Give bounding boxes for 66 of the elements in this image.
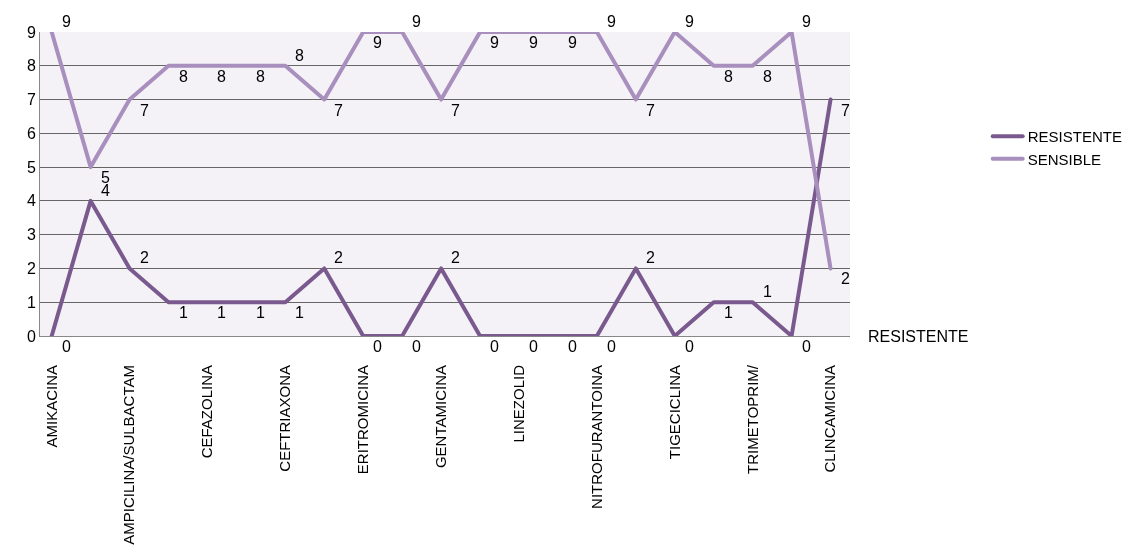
y-tick-label: 4 [26,192,36,210]
text: RESISTENTE [868,328,969,345]
data-label: 9 [802,13,811,30]
data-label: 2 [841,270,850,287]
data-label: 9 [373,34,382,51]
data-label: 9 [685,13,694,30]
data-label: 7 [451,102,460,119]
y-tick-label: 1 [26,293,36,311]
data-label: 0 [373,338,382,355]
data-label: 2 [451,249,460,266]
y-tick-label: 7 [26,91,36,109]
data-label: 1 [179,304,188,321]
data-label: 0 [685,338,694,355]
legend-label: SENSIBLE [1027,150,1102,168]
data-label: 9 [607,13,616,30]
x-tick-label: NITROFURANTOINA [587,365,605,509]
data-label: 7 [646,102,655,119]
y-tick-label: 6 [26,124,36,142]
data-label: 8 [763,68,772,85]
x-tick-label: ERITROMICINA [354,365,372,475]
x-tick-label: AMPICILINA/SULBACTAM [120,365,138,545]
x-tick-label: TIGECICLINA [665,365,683,460]
data-label: 2 [140,249,149,266]
data-label: 9 [529,34,538,51]
data-label: 7 [841,102,850,119]
data-label: 2 [646,249,655,266]
data-label: 8 [724,68,733,85]
data-label: 7 [334,102,343,119]
data-label: 1 [256,304,265,321]
data-label: 0 [802,338,811,355]
data-label: 0 [62,338,71,355]
data-label: 0 [529,338,538,355]
x-tick-label: CLINCAMICINA [821,365,839,473]
data-label: 9 [568,34,577,51]
data-label: 2 [334,249,343,266]
data-label: 1 [724,304,733,321]
y-tick-label: 2 [26,260,36,278]
y-tick-label: 8 [26,57,36,75]
x-tick-label: TRIMETOPRIM/ [743,364,761,474]
data-label: 7 [140,102,149,119]
data-label: 8 [256,68,265,85]
data-label: 1 [763,283,772,300]
x-tick-label: CEFTRIAXONA [276,365,294,472]
data-label: 9 [490,34,499,51]
x-tick-label: LINEZOLID [509,364,527,443]
x-tick-label: GENTAMICINA [431,365,449,469]
y-tick-label: 3 [26,226,36,244]
data-label: 9 [412,13,421,30]
y-tick-label: 5 [26,158,36,176]
data-label: 8 [295,47,304,64]
data-label: 9 [62,13,71,30]
legend-label: RESISTENTE [1027,128,1122,146]
data-label: 0 [607,338,616,355]
line-series [49,97,833,336]
y-tick-label: 0 [26,327,36,345]
x-tick-label: CEFAZOLINA [198,365,216,459]
data-label: 0 [568,338,577,355]
data-label: 1 [295,304,304,321]
y-tick-label: 9 [26,23,36,41]
x-tick-label: AMIKACINA [42,365,60,448]
data-label: 0 [490,338,499,355]
line-series [49,32,833,271]
data-label: 8 [217,68,226,85]
data-label: 8 [179,68,188,85]
data-label: 0 [412,338,421,355]
data-label: 1 [217,304,226,321]
